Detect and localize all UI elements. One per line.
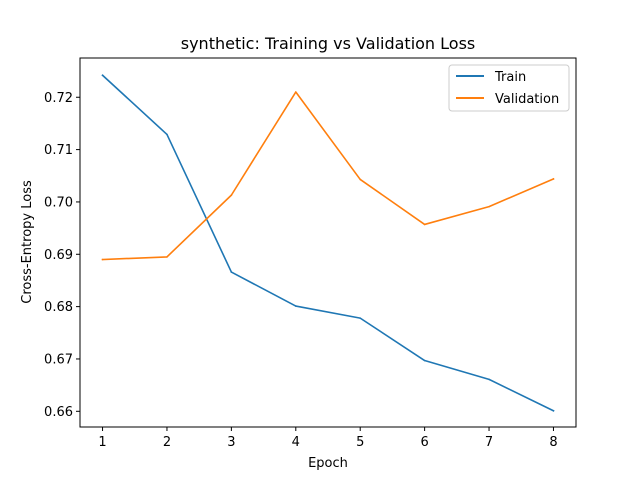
x-tick-label: 4 <box>292 435 300 450</box>
y-axis-label: Cross-Entropy Loss <box>20 180 35 304</box>
series-line-validation <box>101 91 555 261</box>
y-tick-label: 0.68 <box>44 300 73 315</box>
y-tick-label: 0.70 <box>44 195 73 210</box>
data-point-validation <box>552 178 555 180</box>
data-point-train <box>166 133 168 136</box>
x-tick-label: 7 <box>485 435 493 450</box>
legend: Train Validation <box>448 64 570 112</box>
data-point-train <box>230 271 233 273</box>
x-tick-label: 6 <box>420 435 428 450</box>
data-point-validation <box>423 223 426 226</box>
x-tick-label: 5 <box>356 435 364 450</box>
series-lines <box>101 74 555 412</box>
y-axis-ticks: 0.66 0.67 0.68 0.69 0.70 0.71 0.72 <box>44 91 80 420</box>
data-point-train <box>552 409 555 412</box>
x-tick-label: 1 <box>98 435 106 450</box>
data-point-train <box>359 317 362 319</box>
legend-label-validation: Validation <box>495 92 559 107</box>
y-tick-label: 0.72 <box>44 91 73 106</box>
plot-area-frame <box>79 57 577 428</box>
data-point-train <box>101 74 104 77</box>
data-point-validation <box>230 194 233 196</box>
data-point-validation <box>488 205 490 208</box>
series-line-train <box>101 74 555 412</box>
data-point-validation <box>359 178 362 181</box>
x-tick-label: 2 <box>163 435 171 450</box>
x-tick-label: 8 <box>549 435 557 450</box>
chart-title: synthetic: Training vs Validation Loss <box>181 34 476 53</box>
data-point-train <box>294 305 297 307</box>
x-axis-ticks: 1 2 3 4 5 6 7 8 <box>98 427 558 450</box>
y-tick-label: 0.67 <box>44 352 73 367</box>
data-point-train <box>488 378 490 381</box>
y-tick-label: 0.66 <box>44 405 73 420</box>
data-point-train <box>423 359 426 362</box>
data-point-validation <box>101 258 104 261</box>
x-tick-label: 3 <box>227 435 235 450</box>
y-tick-label: 0.69 <box>44 248 73 263</box>
data-point-validation <box>294 91 297 93</box>
y-tick-label: 0.71 <box>44 143 73 158</box>
legend-label-train: Train <box>494 70 526 85</box>
x-axis-label: Epoch <box>308 456 348 471</box>
data-point-validation <box>166 256 168 258</box>
